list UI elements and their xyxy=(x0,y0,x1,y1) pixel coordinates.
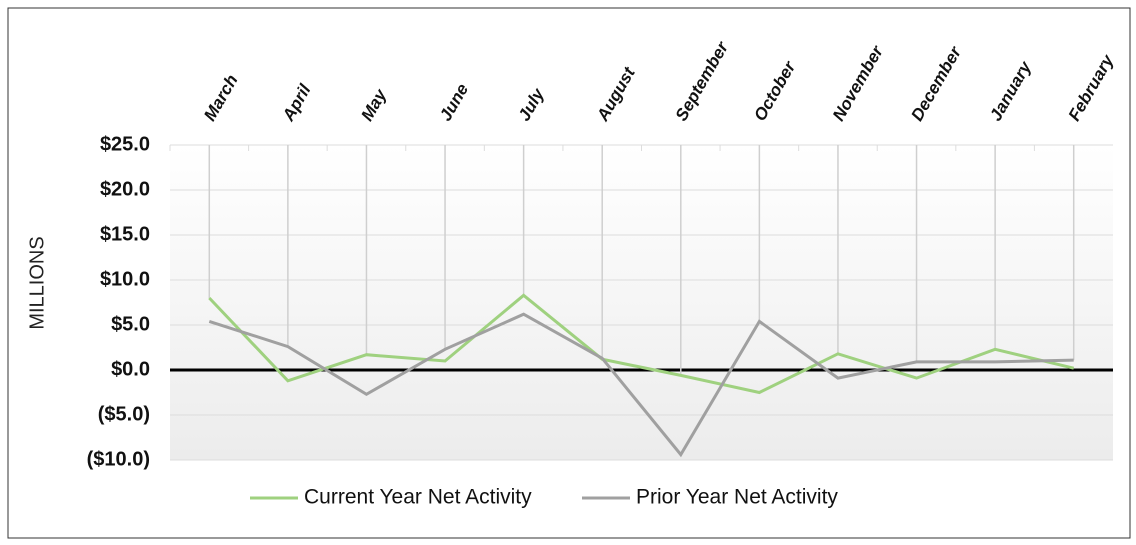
y-tick-label: $5.0 xyxy=(111,313,150,335)
y-tick-label: ($5.0) xyxy=(98,403,150,425)
x-tick-label: May xyxy=(357,85,391,124)
x-tick-label: October xyxy=(750,57,800,124)
x-tick-label: June xyxy=(436,80,472,124)
plot-area xyxy=(170,145,1113,460)
y-axis-title: MILLIONS xyxy=(26,236,48,329)
x-tick-label: February xyxy=(1065,50,1119,124)
x-tick-label: April xyxy=(278,80,315,125)
x-tick-label: January xyxy=(986,57,1036,124)
y-tick-label: $25.0 xyxy=(100,133,150,155)
legend-label: Prior Year Net Activity xyxy=(636,486,838,509)
frame xyxy=(7,7,1131,539)
legend-label: Current Year Net Activity xyxy=(304,486,532,509)
series-line xyxy=(208,312,1074,458)
x-tick-label: November xyxy=(829,42,888,125)
y-tick-label: $20.0 xyxy=(100,178,150,200)
y-tick-label: ($10.0) xyxy=(87,448,150,470)
x-tick-label: July xyxy=(515,84,549,124)
x-tick-label: September xyxy=(672,37,733,124)
series-line xyxy=(208,293,1075,395)
y-tick-label: $15.0 xyxy=(100,223,150,245)
y-tick-label: $0.0 xyxy=(111,358,150,380)
x-tick-label: December xyxy=(907,42,965,124)
y-tick-label: $10.0 xyxy=(100,268,150,290)
x-tick-label: August xyxy=(593,63,640,125)
x-tick-label: March xyxy=(200,71,241,124)
